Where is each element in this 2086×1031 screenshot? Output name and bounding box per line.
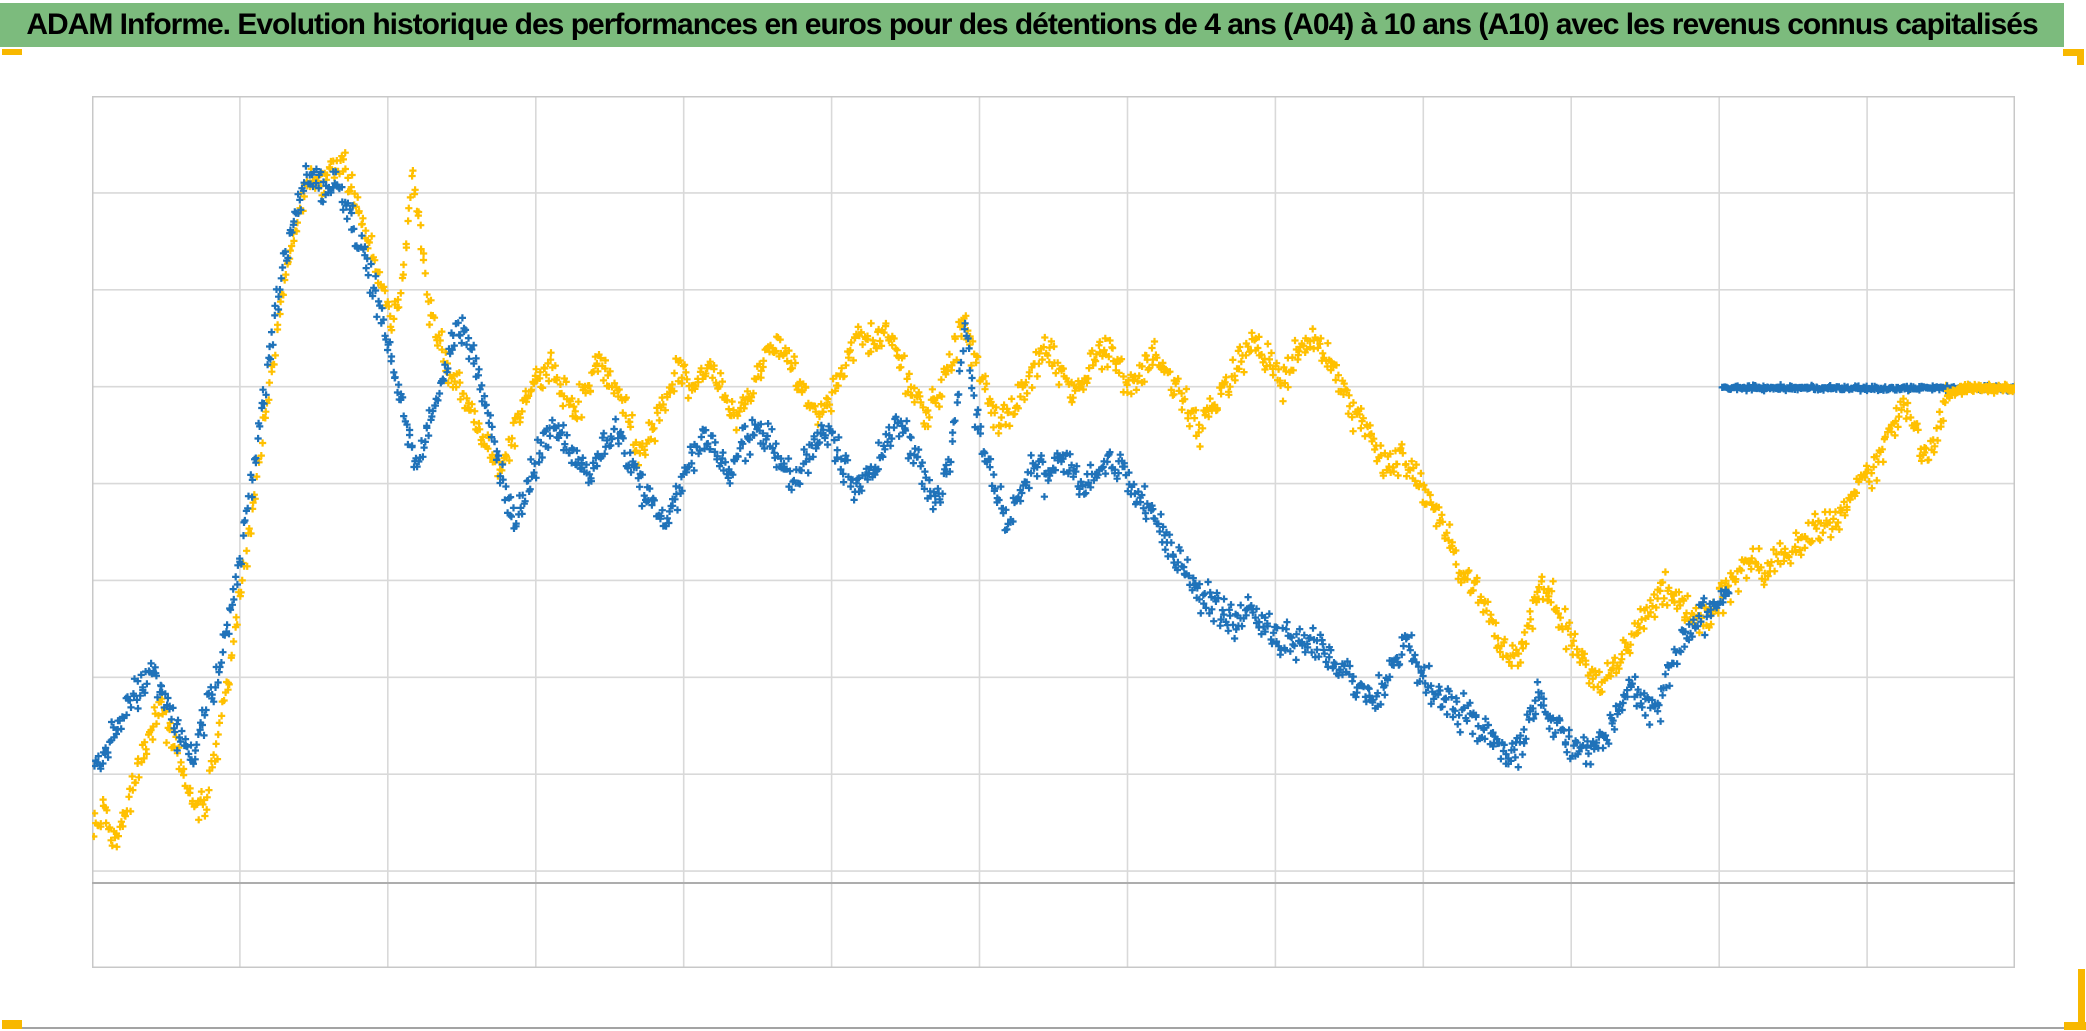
gridlines	[92, 96, 2015, 968]
chart-title-text: ADAM Informe. Evolution historique des p…	[26, 8, 2038, 41]
performance-scatter-chart	[90, 96, 2020, 968]
series_yellow-markers	[90, 149, 1952, 851]
selection-corner-bottom-right-v	[2078, 969, 2085, 1030]
bottom-border-line	[22, 1027, 2086, 1029]
selection-corner-bottom-right-h	[2064, 1022, 2086, 1030]
plot-border	[92, 96, 2015, 968]
series_yellow_tail_overlay-markers	[1943, 380, 2020, 402]
plot-area	[90, 96, 2020, 968]
selection-corner-top-right-v	[2077, 49, 2084, 65]
selection-corner-bottom-left	[2, 1020, 22, 1029]
series_blue-markers	[90, 162, 1733, 773]
selection-corner-top-right-h	[2063, 49, 2084, 56]
chart-title-banner: ADAM Informe. Evolution historique des p…	[0, 3, 2064, 47]
selection-corner-top-left	[2, 49, 22, 55]
